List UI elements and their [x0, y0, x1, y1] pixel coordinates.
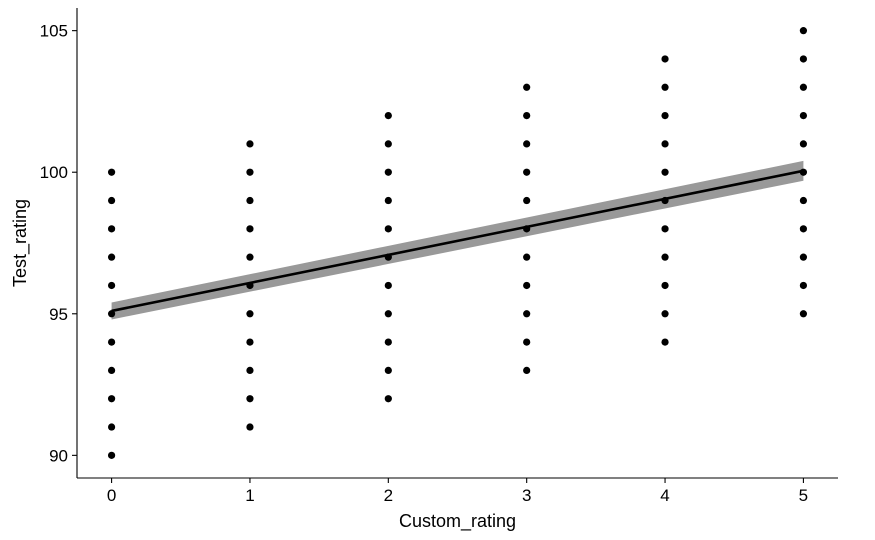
data-point	[384, 140, 392, 148]
data-point	[246, 168, 254, 176]
y-tick-label: 100	[40, 163, 68, 182]
data-point	[246, 395, 254, 403]
data-point	[523, 366, 531, 375]
data-point	[799, 196, 808, 205]
data-point	[799, 140, 808, 148]
y-axis-title: Test_rating	[10, 199, 31, 287]
data-point	[661, 253, 669, 261]
data-point	[384, 395, 392, 403]
data-point	[246, 253, 254, 261]
data-point	[107, 395, 116, 403]
x-axis-title: Custom_rating	[399, 511, 516, 532]
x-tick-label: 0	[107, 486, 116, 505]
data-point	[107, 338, 116, 346]
data-point	[107, 225, 116, 233]
data-point	[799, 253, 808, 261]
data-point	[107, 310, 116, 318]
data-point	[799, 55, 808, 63]
data-point	[107, 281, 116, 290]
data-point	[246, 196, 254, 205]
axes-layer: 0 1 2 3 4 5 90 95 100 105	[40, 8, 838, 505]
data-point	[661, 111, 669, 120]
data-point	[384, 196, 392, 205]
data-point	[661, 55, 669, 63]
x-tick-label: 3	[522, 486, 531, 505]
data-point	[523, 83, 531, 91]
data-point	[384, 366, 392, 375]
data-point	[246, 225, 254, 233]
data-point	[384, 168, 392, 176]
data-point	[661, 225, 669, 233]
data-point	[107, 451, 116, 459]
data-point	[384, 225, 392, 233]
x-tick-label: 1	[245, 486, 254, 505]
data-point	[384, 310, 392, 318]
data-point	[661, 310, 669, 318]
data-point	[107, 196, 116, 205]
x-tick-label: 4	[660, 486, 669, 505]
data-point	[799, 27, 808, 35]
data-point	[246, 338, 254, 346]
data-point	[661, 281, 669, 290]
y-tick-label: 95	[49, 305, 68, 324]
x-tick-label: 5	[799, 486, 808, 505]
data-point	[384, 338, 392, 346]
data-point	[384, 111, 392, 120]
data-point	[523, 338, 531, 346]
data-point	[246, 310, 254, 318]
y-tick-label: 90	[49, 446, 68, 465]
data-point	[661, 338, 669, 346]
data-point	[107, 253, 116, 261]
data-point	[523, 168, 531, 176]
data-point	[523, 140, 531, 148]
data-point	[799, 281, 808, 290]
y-tick-label: 105	[40, 22, 68, 41]
data-point	[661, 83, 669, 91]
data-point	[799, 111, 808, 120]
x-tick-label: 2	[384, 486, 393, 505]
data-point	[523, 281, 531, 290]
data-point	[799, 225, 808, 233]
regression-line	[111, 169, 804, 313]
fit-line-layer	[111, 169, 804, 313]
data-point	[107, 168, 116, 176]
data-point	[523, 253, 531, 261]
data-point	[799, 310, 808, 318]
data-point	[384, 281, 392, 290]
data-point	[107, 423, 116, 431]
data-point	[799, 83, 808, 91]
data-point	[523, 111, 531, 120]
data-point	[661, 140, 669, 148]
data-point	[246, 140, 254, 148]
data-point	[246, 366, 254, 375]
data-point	[246, 423, 254, 431]
data-point	[107, 366, 116, 375]
data-point	[523, 310, 531, 318]
data-point	[661, 168, 669, 176]
data-point	[523, 196, 531, 205]
